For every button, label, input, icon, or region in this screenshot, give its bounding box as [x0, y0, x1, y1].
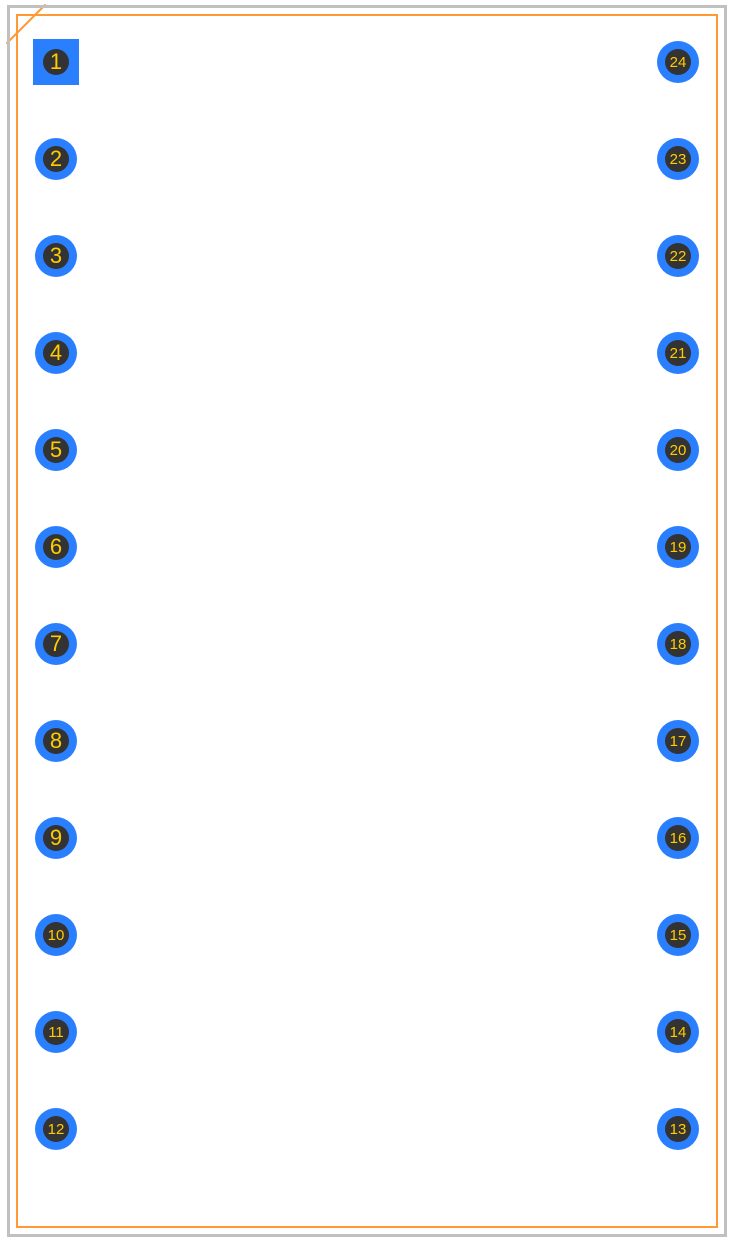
pin-label-23: 23	[670, 152, 687, 167]
pin-label-4: 4	[50, 342, 62, 364]
pin-drill-22: 22	[665, 243, 691, 269]
pin-drill-3: 3	[43, 243, 69, 269]
pin-2: 2	[35, 138, 77, 180]
pin-drill-16: 16	[665, 825, 691, 851]
pin-label-2: 2	[50, 148, 62, 170]
pin-label-20: 20	[670, 443, 687, 458]
pin-drill-23: 23	[665, 146, 691, 172]
pin-drill-12: 12	[43, 1116, 69, 1142]
pcb-footprint-canvas: 123456789101112242322212019181716151413	[0, 0, 735, 1243]
pin-drill-14: 14	[665, 1019, 691, 1045]
pin-drill-1: 1	[43, 49, 69, 75]
pin-drill-13: 13	[665, 1116, 691, 1142]
pin-label-19: 19	[670, 540, 687, 555]
pin-drill-21: 21	[665, 340, 691, 366]
pin-18: 18	[657, 623, 699, 665]
pin-label-21: 21	[670, 346, 687, 361]
pin-label-15: 15	[670, 928, 687, 943]
pin-drill-20: 20	[665, 437, 691, 463]
pin-drill-8: 8	[43, 728, 69, 754]
pin-7: 7	[35, 623, 77, 665]
pin-label-7: 7	[50, 633, 62, 655]
pin-label-8: 8	[50, 730, 62, 752]
pin-label-3: 3	[50, 245, 62, 267]
pin-label-11: 11	[48, 1025, 64, 1040]
pin-label-1: 1	[50, 51, 62, 73]
pin-23: 23	[657, 138, 699, 180]
pin-label-6: 6	[50, 536, 62, 558]
pin-drill-6: 6	[43, 534, 69, 560]
pin-22: 22	[657, 235, 699, 277]
pin-label-12: 12	[48, 1122, 65, 1137]
pin-13: 13	[657, 1108, 699, 1150]
pin-16: 16	[657, 817, 699, 859]
pin-drill-15: 15	[665, 922, 691, 948]
pin-21: 21	[657, 332, 699, 374]
pin-24: 24	[657, 41, 699, 83]
pin-3: 3	[35, 235, 77, 277]
pin-drill-24: 24	[665, 49, 691, 75]
pin-drill-19: 19	[665, 534, 691, 560]
pin-14: 14	[657, 1011, 699, 1053]
pin-drill-9: 9	[43, 825, 69, 851]
pin-drill-4: 4	[43, 340, 69, 366]
pin-9: 9	[35, 817, 77, 859]
pin-5: 5	[35, 429, 77, 471]
pin-label-5: 5	[50, 439, 62, 461]
pin-11: 11	[35, 1011, 77, 1053]
pin-label-16: 16	[670, 831, 687, 846]
pin-4: 4	[35, 332, 77, 374]
pin-15: 15	[657, 914, 699, 956]
pin-drill-17: 17	[665, 728, 691, 754]
pin-17: 17	[657, 720, 699, 762]
pin-label-22: 22	[670, 249, 687, 264]
pin-6: 6	[35, 526, 77, 568]
pin-drill-11: 11	[43, 1019, 69, 1045]
pin-drill-7: 7	[43, 631, 69, 657]
pin-label-14: 14	[670, 1025, 687, 1040]
silkscreen-outline	[16, 14, 718, 1228]
pin-label-17: 17	[670, 734, 687, 749]
pin-label-13: 13	[670, 1122, 687, 1137]
pin-8: 8	[35, 720, 77, 762]
pin-drill-2: 2	[43, 146, 69, 172]
pin-19: 19	[657, 526, 699, 568]
pin-1: 1	[35, 41, 77, 83]
pin-label-9: 9	[50, 827, 62, 849]
pin-10: 10	[35, 914, 77, 956]
pin-drill-5: 5	[43, 437, 69, 463]
pin-20: 20	[657, 429, 699, 471]
pin-label-18: 18	[670, 637, 687, 652]
pin-label-10: 10	[48, 928, 65, 943]
pin-label-24: 24	[670, 55, 687, 70]
pin-drill-10: 10	[43, 922, 69, 948]
pin-12: 12	[35, 1108, 77, 1150]
pin-drill-18: 18	[665, 631, 691, 657]
